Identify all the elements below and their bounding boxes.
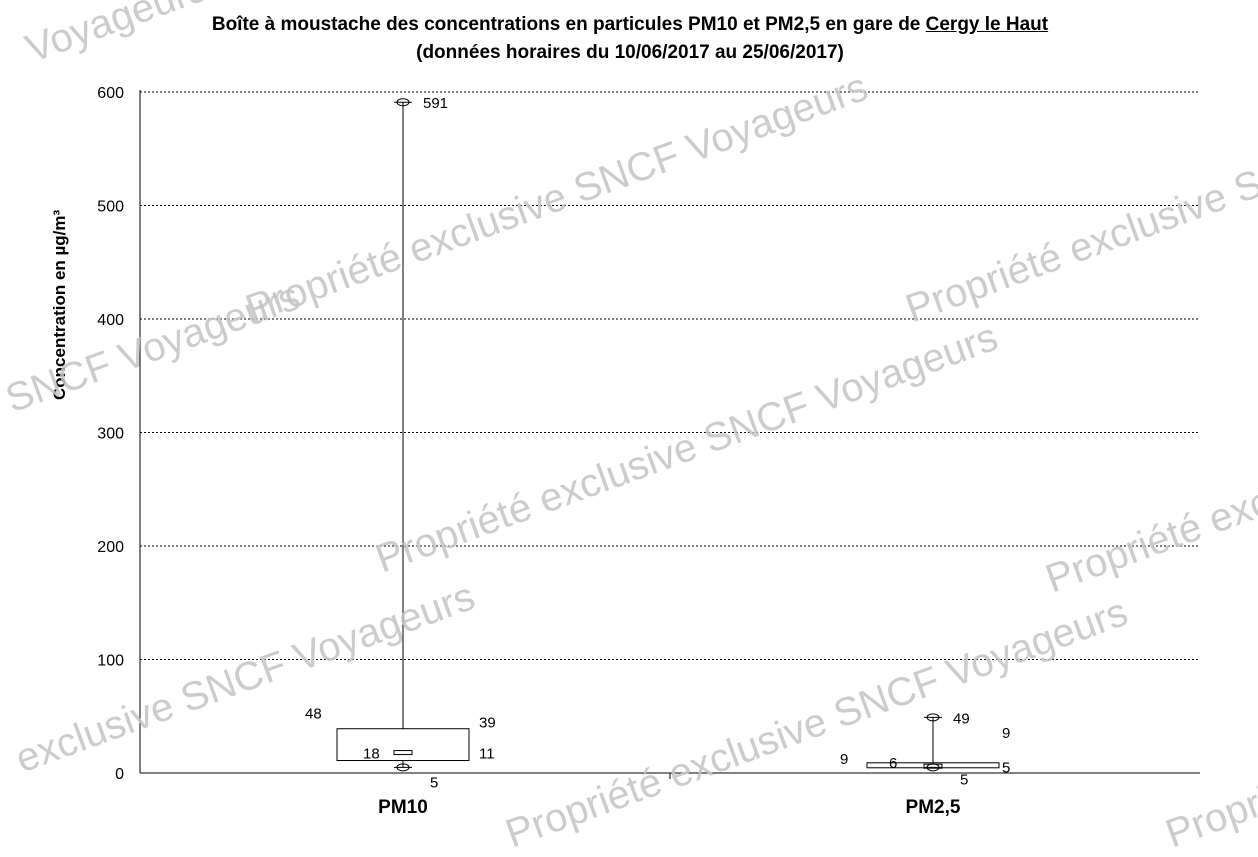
q1-value-label: 11 xyxy=(479,746,495,763)
y-tick-label: 500 xyxy=(97,199,124,216)
title-text: Boîte à moustache des concentrations en … xyxy=(211,14,926,35)
y-tick-label: 100 xyxy=(97,653,124,670)
min-value-label: 5 xyxy=(430,774,438,791)
max-value-label: 49 xyxy=(953,710,970,727)
chart-title-line1: Boîte à moustache des concentrations en … xyxy=(120,14,1140,36)
chart-title-line2: (données horaires du 10/06/2017 au 25/06… xyxy=(416,42,844,63)
y-tick-label: 0 xyxy=(115,766,124,783)
q1-value-label: 5 xyxy=(1002,759,1010,776)
box-iqr xyxy=(336,728,470,762)
min-marker xyxy=(926,763,940,772)
boxplot-svg: 0 100 200 300 400 500 600 PM10 591 39 18 11 5 48 PM2,5… xyxy=(97,85,1200,818)
title-station-name: Cergy le Haut xyxy=(925,14,1049,35)
median-value-label: 18 xyxy=(363,746,380,763)
y-tick-label: 400 xyxy=(97,312,124,329)
q3-value-label: 39 xyxy=(479,715,496,732)
mean-value-label: 48 xyxy=(305,706,322,723)
y-tick-label: 200 xyxy=(97,539,124,556)
min-value-label: 5 xyxy=(960,771,968,788)
x-tick-label: PM2,5 xyxy=(906,797,961,818)
max-marker xyxy=(926,713,940,722)
q3-value-label: 9 xyxy=(1002,725,1010,742)
median-marker xyxy=(393,750,413,756)
max-marker xyxy=(396,98,410,107)
mean-value-label: 9 xyxy=(840,751,848,768)
min-marker xyxy=(396,763,410,772)
max-value-label: 591 xyxy=(423,95,448,112)
y-tick-label: 600 xyxy=(97,85,124,102)
x-tick-label: PM10 xyxy=(378,797,428,818)
y-tick-label: 300 xyxy=(97,426,124,443)
median-value-label: 6 xyxy=(889,755,897,772)
